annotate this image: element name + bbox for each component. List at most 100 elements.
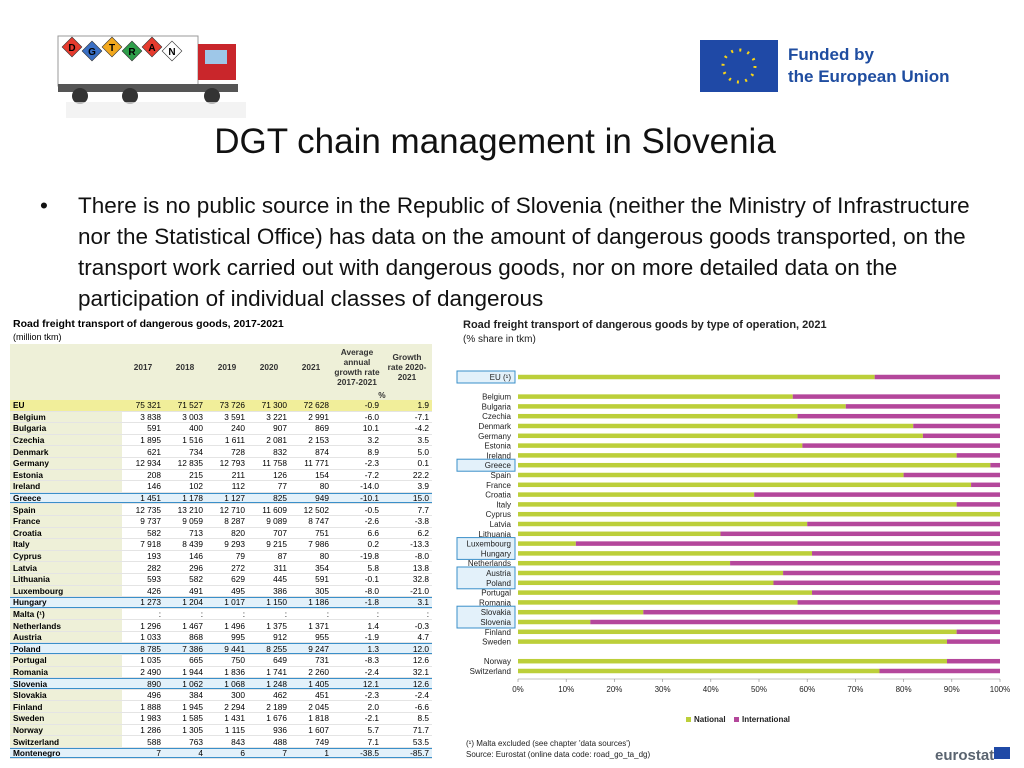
header-cell: 2019 <box>206 344 248 390</box>
table-cell: 87 <box>248 550 290 563</box>
table-cell: 384 <box>164 689 206 702</box>
legend-label: International <box>742 715 790 724</box>
table-cell: -7.2 <box>332 469 382 482</box>
table-cell: 12 934 <box>122 457 164 470</box>
x-tick-label: 50% <box>751 685 767 694</box>
table-cell: -2.4 <box>382 689 432 702</box>
bar-segment <box>720 531 1000 537</box>
table-cell: -6.0 <box>332 411 382 424</box>
table-cell: 1.3 <box>332 642 382 656</box>
table-cell: 6.6 <box>332 527 382 540</box>
table-cell: 3 838 <box>122 411 164 424</box>
bar-segment <box>518 492 755 497</box>
table-cell: 825 <box>248 492 290 505</box>
bar-segment <box>518 443 803 448</box>
row-label: Belgium <box>10 411 122 424</box>
funding-line-1: Funded by <box>788 45 874 64</box>
table-cell: : <box>248 608 290 621</box>
table-cell: 0.2 <box>332 538 382 551</box>
bar-segment <box>797 413 1000 419</box>
bar-segment <box>518 590 813 595</box>
table-cell: 4.7 <box>382 631 432 644</box>
bar-segment <box>518 600 798 605</box>
logo-diamond <box>141 36 163 58</box>
category-label: Estonia <box>484 442 511 451</box>
header-cell: 2018 <box>164 344 206 390</box>
table-cell: 1 741 <box>248 666 290 679</box>
table-cell: -85.7 <box>382 747 432 760</box>
bar-segment <box>807 521 1000 527</box>
table-cell: -2.1 <box>332 712 382 725</box>
row-label: Italy <box>10 538 122 551</box>
row-label: Poland <box>10 642 122 656</box>
category-label: Greece <box>485 461 512 470</box>
table-cell: 820 <box>206 527 248 540</box>
bar-segment <box>879 668 1000 674</box>
bar-segment <box>812 590 1000 595</box>
bar-segment <box>518 511 1000 517</box>
table-cell: 843 <box>206 735 248 748</box>
table-title: Road freight transport of dangerous good… <box>13 318 284 330</box>
table-cell: 1 836 <box>206 666 248 679</box>
table-cell: 3.9 <box>382 480 432 493</box>
table-cell: 1 431 <box>206 712 248 725</box>
table-cell: 12 710 <box>206 503 248 516</box>
row-label: Latvia <box>10 561 122 574</box>
table-cell: 311 <box>248 561 290 574</box>
bar-segment <box>518 668 880 674</box>
x-tick-label: 70% <box>847 685 863 694</box>
table-cell: 496 <box>122 689 164 702</box>
bar-segment <box>812 551 1000 556</box>
table-cell: 102 <box>164 480 206 493</box>
header-cell: 2017 <box>122 344 164 390</box>
bar-segment <box>730 560 1000 566</box>
table-cell: 211 <box>206 469 248 482</box>
table-cell: 588 <box>122 735 164 748</box>
table-cell: 73 726 <box>206 400 248 412</box>
table-row: Germany 12 934 12 835 12 793 11 758 11 771 -2.… <box>10 457 432 470</box>
table-row: Malta (¹)::::::: <box>10 608 432 621</box>
table-row: Estonia 208 215 211 126 154 -7.2 22.2 <box>10 469 432 482</box>
x-tick-label: 0% <box>512 685 524 694</box>
table-cell: -2.3 <box>332 457 382 470</box>
category-label: France <box>486 481 511 490</box>
category-label: Spain <box>491 471 511 480</box>
table-cell: 1 035 <box>122 654 164 667</box>
table-cell: -21.0 <box>382 585 432 598</box>
table-cell: 1 186 <box>290 596 332 609</box>
category-label: Sweden <box>482 638 511 647</box>
table-row: Ireland 146 102 112 77 80 -14.0 3.9 <box>10 480 432 493</box>
table-cell: 734 <box>164 445 206 458</box>
bar-segment <box>913 423 1000 429</box>
row-label: Romania <box>10 666 122 679</box>
table-cell: 1 375 <box>248 619 290 632</box>
table-cell: 10.1 <box>332 422 382 435</box>
row-label: Luxembourg <box>10 585 122 598</box>
table-cell: -6.6 <box>382 700 432 714</box>
row-label: Croatia <box>10 527 122 540</box>
bullet-text: There is no public source in the Republi… <box>78 193 970 311</box>
category-label: Norway <box>484 657 511 666</box>
header-cell: 2021 <box>290 344 332 390</box>
table-cell: : <box>206 608 248 621</box>
header-cell: Growth rate 2020-2021 <box>382 344 432 390</box>
table-row: Denmark 621 734 728 832 874 8.9 5.0 <box>10 445 432 458</box>
bar-segment <box>518 394 793 399</box>
bar-segment <box>518 541 576 546</box>
table-cell: 749 <box>290 735 332 748</box>
row-label: Cyprus <box>10 550 122 563</box>
row-label: Greece <box>10 492 122 505</box>
table-cell: 1 451 <box>122 492 164 505</box>
logo-letter: N <box>168 47 175 58</box>
table-cell: -14.0 <box>332 480 382 493</box>
logo-diamond <box>101 36 123 58</box>
category-label: Belgium <box>482 393 511 402</box>
bar-segment <box>518 609 644 615</box>
table-cell: 1 115 <box>206 724 248 737</box>
table-cell: 665 <box>164 654 206 667</box>
table-cell: -0.9 <box>332 400 382 412</box>
table-cell: 9 441 <box>206 642 248 656</box>
bullet-marker: • <box>40 193 48 218</box>
category-label: Bulgaria <box>482 402 512 411</box>
table-row: Luxembourg 426 491 495 386 305 -8.0 -21.0 <box>10 585 432 598</box>
